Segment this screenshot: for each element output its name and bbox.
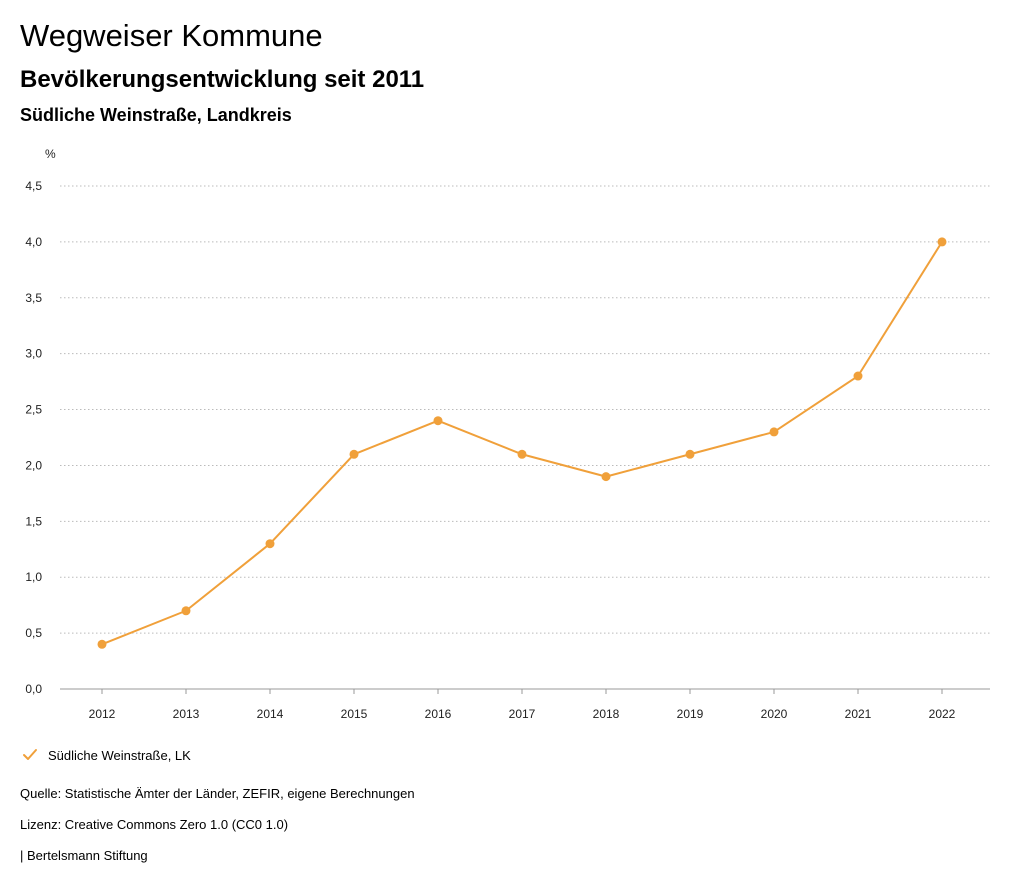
y-tick-label: 2,5 (25, 403, 42, 417)
y-tick-label: 3,0 (25, 347, 42, 361)
check-icon (23, 749, 37, 760)
data-point (853, 371, 863, 381)
x-tick-label: 2016 (425, 707, 452, 720)
y-tick-label: 2,0 (25, 458, 42, 472)
y-tick-label: 1,0 (25, 570, 42, 584)
region-name: Südliche Weinstraße, Landkreis (20, 105, 292, 125)
y-axis-unit-label: % (45, 147, 56, 161)
data-point (937, 237, 947, 247)
x-tick-label: 2017 (509, 707, 536, 720)
data-point (685, 449, 695, 459)
x-tick-label: 2018 (593, 707, 620, 720)
license-note: Lizenz: Creative Commons Zero 1.0 (CC0 1… (20, 817, 289, 832)
x-tick-label: 2021 (845, 707, 872, 720)
source-note: Quelle: Statistische Ämter der Länder, Z… (20, 786, 415, 801)
y-tick-label: 4,0 (25, 235, 42, 249)
legend-item[interactable]: Südliche Weinstraße, LK (22, 744, 191, 766)
x-tick-label: 2015 (341, 707, 368, 720)
series-line (101, 241, 943, 646)
y-tick-label: 3,5 (25, 291, 42, 305)
page-title: Wegweiser Kommune (20, 18, 323, 53)
data-point (181, 606, 191, 616)
x-tick-label: 2019 (677, 707, 704, 720)
x-tick-label: 2014 (257, 707, 284, 720)
legend-label: Südliche Weinstraße, LK (48, 747, 191, 763)
x-tick-label: 2022 (929, 707, 956, 720)
y-tick-label: 4,5 (25, 179, 42, 193)
y-tick-label: 0,0 (25, 682, 42, 696)
x-tick-label: 2013 (173, 707, 200, 720)
data-point (601, 472, 611, 482)
x-tick-label: 2020 (761, 707, 788, 720)
data-point (349, 449, 359, 459)
publisher-note: | Bertelsmann Stiftung (20, 848, 148, 863)
x-tick-label: 2012 (89, 707, 116, 720)
y-tick-label: 0,5 (25, 626, 42, 640)
data-point (769, 427, 779, 437)
y-tick-label: 1,5 (25, 514, 42, 528)
data-point (433, 416, 443, 426)
data-point (265, 539, 275, 549)
data-point (97, 639, 107, 649)
line-chart: % 0,0 0,5 1,0 1,5 2,0 2,5 3,0 3,5 4,0 4,5 2012 2013 2… (25, 147, 990, 720)
chart-subtitle: Bevölkerungsentwicklung seit 2011 (20, 66, 425, 93)
data-point (517, 449, 527, 459)
